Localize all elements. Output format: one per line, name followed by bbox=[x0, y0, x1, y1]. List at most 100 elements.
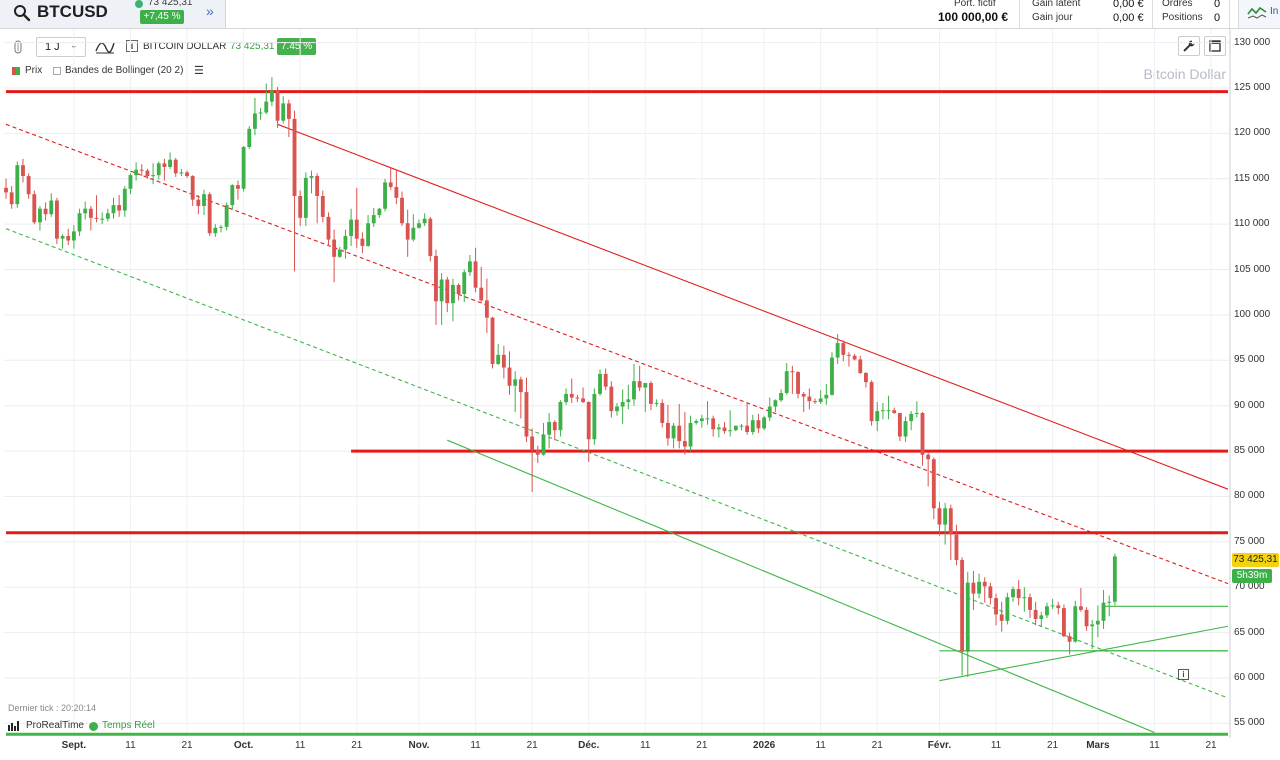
candle-body bbox=[1056, 605, 1061, 609]
symbol-box[interactable]: BTCUSD 73 425,31 +7,45 % » bbox=[0, 0, 226, 28]
gain-latent-label: Gain latent bbox=[1032, 0, 1081, 9]
price-tick-label: 130 000 bbox=[1234, 36, 1271, 48]
candle-body bbox=[677, 425, 682, 442]
price-tick-label: 120 000 bbox=[1234, 127, 1271, 139]
realtime-label: Temps Réel bbox=[102, 720, 155, 731]
price-tick-label: 85 000 bbox=[1234, 445, 1265, 457]
legend-price[interactable]: Prix bbox=[25, 65, 43, 76]
bollinger-checkbox[interactable] bbox=[53, 67, 61, 75]
list-menu-icon[interactable]: ☰ bbox=[194, 65, 204, 77]
info-icon[interactable]: i bbox=[1178, 669, 1189, 680]
date-tick-label: 21 bbox=[526, 740, 538, 751]
candle-body bbox=[202, 194, 206, 206]
date-tick-label: 21 bbox=[1205, 740, 1217, 751]
date-tick-label: 11 bbox=[470, 740, 481, 751]
candle-body bbox=[54, 200, 59, 239]
candle-body bbox=[60, 235, 65, 239]
candle-body bbox=[484, 300, 489, 318]
candle-body bbox=[417, 223, 421, 228]
provider-name: ProRealTime bbox=[26, 720, 84, 731]
candle-body bbox=[275, 90, 280, 121]
candle-body bbox=[1095, 620, 1100, 625]
candle-body bbox=[213, 227, 218, 234]
candle-body bbox=[111, 205, 116, 214]
candle-body bbox=[411, 227, 416, 240]
candle-body bbox=[366, 223, 370, 246]
positions-count: 0 bbox=[1214, 12, 1221, 24]
candle-body bbox=[524, 392, 529, 437]
candle-body bbox=[247, 128, 252, 147]
quote-change-badge: +7,45 % bbox=[140, 10, 184, 24]
wrench-icon bbox=[1183, 40, 1195, 52]
candle-body bbox=[1011, 589, 1015, 598]
chart-watermark: Bitcoin Dollar bbox=[1143, 66, 1226, 82]
double-chevron-right-icon[interactable]: » bbox=[206, 3, 214, 19]
candle-body bbox=[1045, 606, 1049, 616]
candle-body bbox=[688, 422, 693, 447]
grip-icon bbox=[14, 40, 22, 54]
date-tick-label: 11 bbox=[1149, 740, 1160, 751]
candle-body bbox=[117, 205, 122, 211]
candle-body bbox=[360, 238, 365, 246]
candle-body bbox=[292, 118, 297, 197]
period-value: 1 J bbox=[45, 41, 60, 53]
date-tick-label: 21 bbox=[181, 740, 193, 751]
candle-body bbox=[716, 427, 721, 430]
candle-body bbox=[71, 231, 76, 241]
candle-body bbox=[999, 614, 1004, 621]
candle-body bbox=[869, 382, 874, 422]
drag-handle[interactable] bbox=[10, 37, 26, 57]
candle-body bbox=[1033, 609, 1038, 619]
trend-line bbox=[447, 439, 1155, 733]
price-tick-label: 110 000 bbox=[1234, 218, 1270, 230]
candle-body bbox=[122, 188, 127, 211]
price-tick-label: 105 000 bbox=[1234, 263, 1271, 275]
price-chart[interactable] bbox=[0, 29, 1280, 760]
candle-body bbox=[779, 392, 783, 401]
orders-summary[interactable]: Ordres 0 Positions 0 bbox=[1156, 0, 1230, 28]
candle-body bbox=[456, 284, 461, 295]
price-swatch bbox=[12, 67, 20, 75]
candle-body bbox=[422, 218, 427, 224]
candle-body bbox=[914, 412, 919, 414]
candle-body bbox=[603, 373, 608, 387]
candle-body bbox=[858, 359, 863, 374]
candle-body bbox=[168, 159, 172, 167]
candle-body bbox=[253, 113, 257, 129]
candle-body bbox=[258, 112, 263, 114]
indicator-button[interactable] bbox=[94, 37, 116, 57]
candle-body bbox=[38, 208, 42, 223]
candle-body bbox=[632, 381, 636, 400]
candle-body bbox=[354, 219, 359, 239]
date-tick-label: 21 bbox=[1047, 740, 1059, 751]
trend-line bbox=[277, 123, 1229, 490]
candle-body bbox=[309, 176, 314, 178]
indicators-shortcut[interactable]: In bbox=[1238, 0, 1280, 28]
candle-body bbox=[988, 586, 993, 599]
search-icon[interactable] bbox=[13, 4, 31, 22]
date-tick-label: 21 bbox=[871, 740, 883, 751]
candle-body bbox=[852, 355, 857, 360]
trend-line bbox=[939, 625, 1229, 682]
candle-body bbox=[1107, 601, 1112, 603]
prorealtime-logo-icon bbox=[8, 721, 19, 731]
date-tick-label: Févr. bbox=[927, 740, 952, 751]
candle-body bbox=[598, 373, 602, 394]
settings-button[interactable] bbox=[1178, 36, 1200, 56]
info-icon[interactable]: i bbox=[126, 40, 138, 52]
candle-body bbox=[9, 192, 14, 205]
candle-body bbox=[473, 261, 478, 288]
candle-body bbox=[21, 165, 25, 177]
candle-body bbox=[750, 420, 755, 433]
candle-body bbox=[547, 422, 552, 435]
symbol-ticker[interactable]: BTCUSD bbox=[37, 2, 108, 21]
candle-body bbox=[1005, 597, 1010, 621]
orders-label: Ordres bbox=[1162, 0, 1193, 9]
candle-body bbox=[236, 185, 240, 189]
positions-label: Positions bbox=[1162, 12, 1203, 23]
candle-body bbox=[337, 249, 342, 257]
date-tick-label: 21 bbox=[696, 740, 708, 751]
candle-body bbox=[151, 175, 156, 177]
legend-bollinger[interactable]: Bandes de Bollinger (20 2) bbox=[65, 65, 184, 76]
candle-body bbox=[931, 459, 936, 509]
